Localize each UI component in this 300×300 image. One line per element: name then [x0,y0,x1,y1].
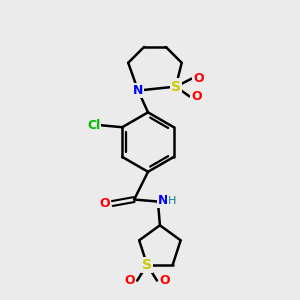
Text: O: O [99,197,110,210]
Text: O: O [160,274,170,287]
Text: O: O [191,90,202,103]
Text: N: N [158,194,168,207]
Text: Cl: Cl [87,119,100,132]
Text: H: H [168,196,176,206]
Text: S: S [171,80,181,94]
Text: O: O [124,274,135,287]
Text: N: N [133,84,143,97]
Text: O: O [193,72,204,85]
Text: S: S [142,258,152,272]
